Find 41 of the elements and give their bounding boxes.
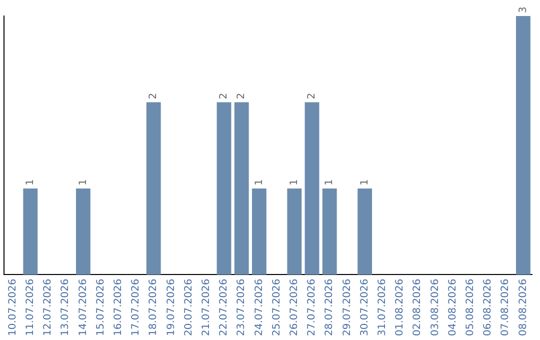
x-tick-label: 28.07.2026 [324, 278, 336, 336]
x-tick-label: 30.07.2026 [359, 278, 370, 336]
x-tick-label: 11.07.2026 [24, 278, 36, 336]
x-tick-label: 04.08.2026 [447, 278, 458, 336]
x-tick-label: 02.08.2026 [412, 278, 424, 336]
data-label: 1 [324, 179, 336, 186]
x-tick-label: 20.07.2026 [183, 278, 194, 336]
data-label: 2 [148, 92, 160, 100]
x-tick-label: 10.07.2026 [7, 278, 18, 336]
x-tick-label: 16.07.2026 [112, 278, 124, 336]
data-label: 2 [218, 92, 230, 100]
data-label: 2 [306, 92, 318, 100]
data-label: 1 [254, 179, 265, 186]
x-tick-label: 22.07.2026 [218, 278, 230, 336]
x-tick-label: 01.08.2026 [394, 278, 406, 336]
x-tick-label: 07.08.2026 [500, 278, 512, 336]
x-tick-label: 13.07.2026 [60, 278, 72, 336]
x-tick-label: 24.07.2026 [254, 278, 265, 336]
x-tick-label: 17.07.2026 [130, 278, 142, 336]
x-tick-label: 18.07.2026 [148, 278, 160, 336]
x-tick-label: 29.07.2026 [342, 278, 353, 336]
data-label: 1 [288, 179, 300, 186]
x-tick-label: 14.07.2026 [78, 278, 89, 336]
x-tick-label: 05.08.2026 [464, 278, 476, 336]
x-tick-label: 08.08.2026 [518, 278, 529, 336]
x-tick-label: 06.08.2026 [482, 278, 494, 336]
x-tick-label: 12.07.2026 [42, 278, 54, 336]
data-label: 1 [78, 179, 89, 186]
x-tick-label: 21.07.2026 [200, 278, 212, 336]
data-label: 1 [24, 179, 36, 186]
x-tick-label: 15.07.2026 [95, 278, 106, 336]
x-tick-label: 03.08.2026 [430, 278, 441, 336]
x-tick-label: 25.07.2026 [271, 278, 282, 336]
x-tick-label: 19.07.2026 [166, 278, 177, 336]
x-tick-label: 27.07.2026 [306, 278, 318, 336]
x-tick-label: 26.07.2026 [288, 278, 300, 336]
data-label: 2 [236, 92, 248, 100]
data-label: 1 [359, 179, 370, 186]
data-label: 3 [518, 6, 529, 13]
x-tick-label: 23.07.2026 [236, 278, 248, 336]
x-tick-label: 31.07.2026 [376, 278, 388, 336]
